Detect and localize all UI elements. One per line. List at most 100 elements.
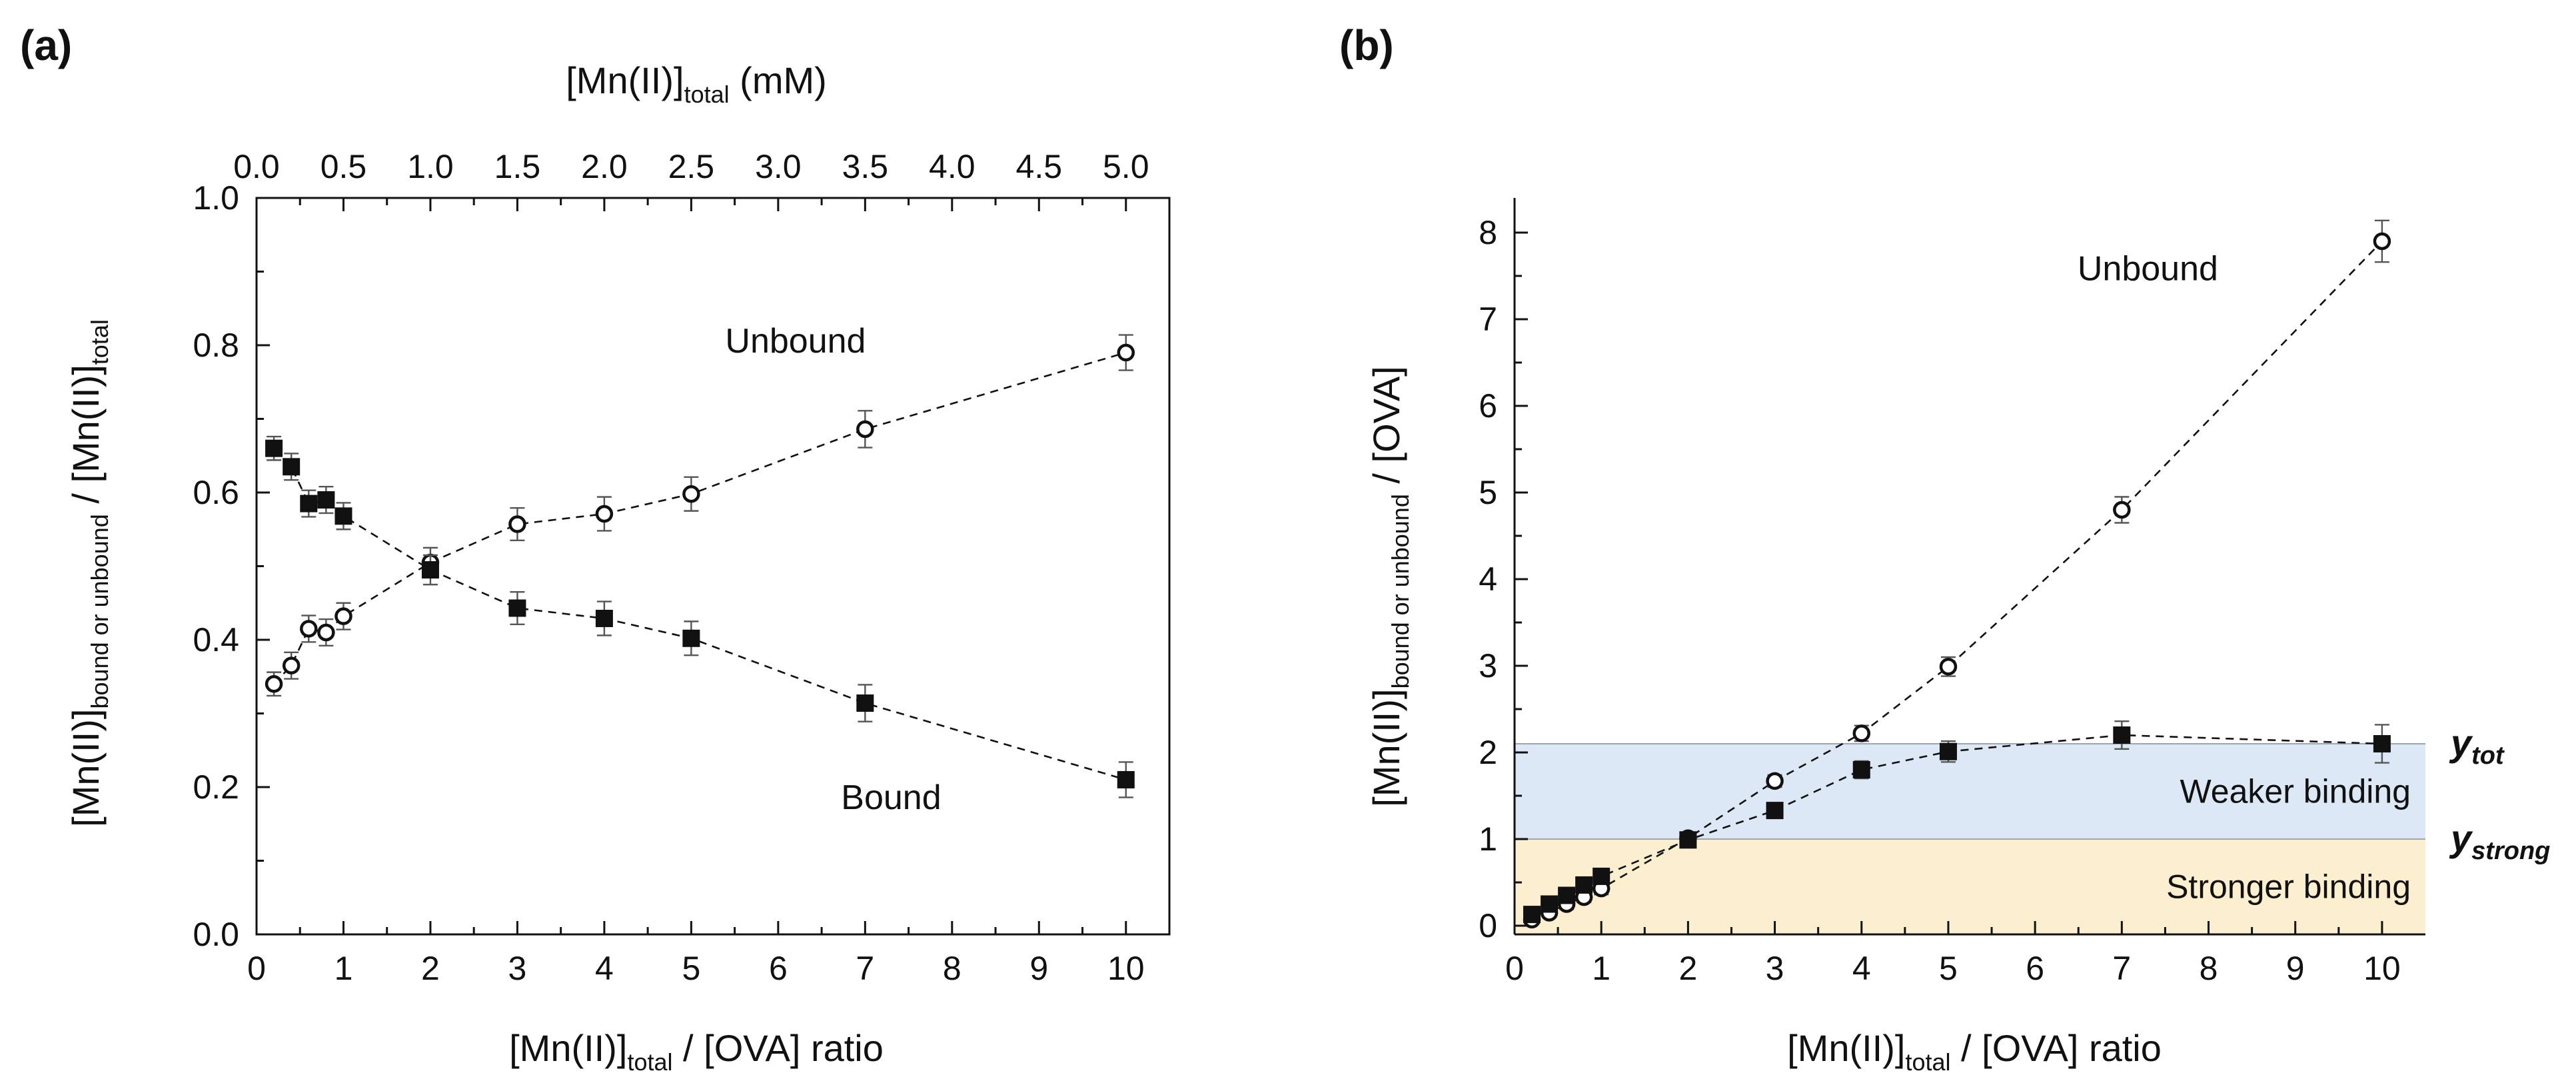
panel-b-level-label-y-strong: ystrong [2449, 817, 2550, 865]
panel-b-bands: Weaker binding Stronger binding [1515, 743, 2425, 934]
panel-a-unbound-point-7 [595, 505, 614, 523]
panel-b-label: (b) [1339, 21, 1394, 69]
panel-a-unbound-point-0 [265, 675, 283, 693]
panel-b-x-tick-label-3: 3 [1766, 950, 1784, 987]
panel-b-band-label-stronger-binding: Stronger binding [2166, 868, 2411, 906]
panel-a-label: (a) [20, 21, 72, 69]
panel-a-bound-point-0 [265, 439, 283, 457]
panel-a-bound-point-2 [300, 495, 318, 513]
panel-a-top-tick-label-8: 4.0 [929, 148, 975, 185]
panel-a-y-tick-label-2: 0.4 [193, 621, 239, 658]
panel-a-top-tick-label-9: 4.5 [1016, 148, 1063, 185]
panel-b-unbound-point-6 [1766, 772, 1784, 790]
panel-a-unbound-line [273, 351, 1127, 685]
panel-b-bound-point-6 [1766, 802, 1784, 820]
panel-a-x-tick-label-9: 9 [1029, 950, 1048, 987]
panel-a-bound-series-label: Bound [841, 778, 941, 817]
panel-b-band-stronger-binding [1515, 839, 2425, 934]
panel-b-band-label-weaker-binding: Weaker binding [2180, 773, 2411, 810]
panel-a-bound-point-7 [595, 609, 613, 627]
panel-b-bound-point-1 [1541, 895, 1559, 913]
panel-b-x-axis-title: [Mn(II)]total / [OVA] ratio [1787, 1027, 2162, 1076]
panel-a-x-tick-label-1: 1 [334, 950, 353, 987]
panel-b-bound-point-0 [1523, 906, 1541, 924]
panel-a-unbound-point-6 [508, 515, 526, 533]
panel-a-unbound-point-9 [856, 420, 874, 439]
panel-a-y-tick-label-1: 0.2 [193, 768, 239, 806]
panel-a-x-tick-label-6: 6 [769, 950, 788, 987]
panel-b-y-tick-label-1: 1 [1479, 820, 1497, 858]
panel-a-top-tick-label-5: 2.5 [668, 148, 715, 185]
panel-b-y-tick-label-7: 7 [1479, 301, 1497, 338]
panel-a-x-tick-label-3: 3 [508, 950, 527, 987]
panel-a-x-tick-label-4: 4 [595, 950, 614, 987]
panel-a-bound-point-5 [421, 561, 439, 579]
panel-a-top-tick-label-3: 1.5 [494, 148, 541, 185]
panel-b-x-tick-label-0: 0 [1505, 950, 1524, 987]
panel-a-x-tick-label-10: 10 [1107, 950, 1145, 987]
panel-b-x-tick-label-9: 9 [2286, 950, 2305, 987]
panel-a-bound-point-10 [1117, 770, 1135, 788]
panel-a-top-axis-title: [Mn(II)]total (mM) [566, 59, 827, 108]
panel-b-unbound-point-7 [1852, 724, 1871, 742]
panel-a-bound-point-8 [682, 629, 700, 647]
panel-b-bound-point-9 [2113, 726, 2131, 744]
panel-b-ticks: 0 1 2 3 4 5 6 7 8 9 10 0 1 2 3 4 5 6 7 8 [1479, 214, 2401, 987]
panel-a-bound-point-1 [283, 458, 301, 476]
panel-b-unbound-point-9 [2113, 501, 2131, 519]
panel-a-y-tick-label-3: 0.6 [193, 474, 239, 511]
panel-b-bound-point-8 [1939, 742, 1957, 760]
panel-b-x-tick-label-5: 5 [1939, 950, 1958, 987]
panel-b-x-tick-label-1: 1 [1592, 950, 1610, 987]
panel-b-x-tick-label-7: 7 [2112, 950, 2131, 987]
panel-a-ticks: 0 1 2 3 4 5 6 7 8 9 10 0.0 0.5 1.0 1.5 2.0 2.5 3.0 3.5 4.0 4… [193, 148, 1149, 987]
panel-b-y-tick-label-0: 0 [1479, 907, 1497, 944]
panel-a-bound-point-6 [508, 599, 526, 617]
panel-b-bound-point-3 [1575, 876, 1593, 894]
panel-a-x-tick-label-7: 7 [856, 950, 874, 987]
panel-b-unbound-point-8 [1939, 658, 1958, 676]
panel-a-top-tick-label-4: 2.0 [581, 148, 628, 185]
panel-b-band-weaker-binding [1515, 744, 2425, 839]
panel-b-x-tick-label-8: 8 [2200, 950, 2218, 987]
panel-a-unbound-point-8 [682, 485, 700, 503]
panel-a-x-tick-label-8: 8 [943, 950, 962, 987]
panel-a-unbound-point-3 [317, 623, 335, 642]
panel-a-y-tick-label-0: 0.0 [193, 916, 239, 953]
panel-a-x-tick-label-0: 0 [247, 950, 266, 987]
panel-b: (b) [Mn(II)]total / [OVA] ratio [Mn(II)]… [1339, 21, 2550, 1076]
panel-a-bound-point-4 [334, 507, 352, 525]
panel-b-bound-point-5 [1679, 831, 1697, 849]
panel-a-x-tick-label-2: 2 [421, 950, 440, 987]
panel-a-unbound-point-4 [334, 607, 352, 625]
panel-b-axes [1513, 198, 2425, 936]
panel-b-y-axis-title: [Mn(II)]bound or unbound / [OVA] [1365, 366, 1414, 807]
panel-a-y-tick-label-4: 0.8 [193, 327, 239, 364]
panel-a-top-tick-label-6: 3.0 [755, 148, 802, 185]
panel-b-bound-point-10 [2373, 735, 2391, 752]
panel-b-unbound-series-label: Unbound [2078, 250, 2218, 289]
panel-a: (a) [Mn(II)]total (mM) [Mn(II)]total / [… [20, 21, 1171, 1076]
panel-b-x-tick-label-2: 2 [1678, 950, 1697, 987]
panel-a-top-tick-label-7: 3.5 [842, 148, 889, 185]
panel-a-y-tick-label-5: 1.0 [193, 179, 239, 217]
panel-a-unbound-point-2 [300, 620, 318, 638]
panel-b-x-tick-label-10: 10 [2363, 950, 2401, 987]
panel-a-top-tick-label-10: 5.0 [1103, 148, 1149, 185]
panel-b-y-tick-label-2: 2 [1479, 734, 1497, 771]
panel-b-y-tick-label-5: 5 [1479, 474, 1497, 511]
panel-b-y-tick-label-8: 8 [1479, 214, 1497, 251]
panel-a-y-axis-title: [Mn(II)]bound or unbound / [Mn(II)]total [65, 319, 113, 827]
panel-a-bound-line [273, 447, 1127, 781]
panel-a-top-tick-label-0: 0.0 [233, 148, 280, 185]
panel-a-unbound-point-10 [1117, 343, 1135, 362]
panel-b-level-label-y-tot: ytot [2449, 722, 2505, 770]
panel-a-top-tick-label-1: 0.5 [321, 148, 367, 185]
panel-b-y-tick-label-6: 6 [1479, 387, 1497, 425]
panel-b-y-tick-label-3: 3 [1479, 647, 1497, 684]
panel-b-bound-point-7 [1852, 761, 1870, 778]
panel-b-y-tick-label-4: 4 [1479, 560, 1497, 598]
panel-a-bound-point-9 [856, 694, 874, 712]
panel-b-bound-point-4 [1593, 867, 1610, 885]
